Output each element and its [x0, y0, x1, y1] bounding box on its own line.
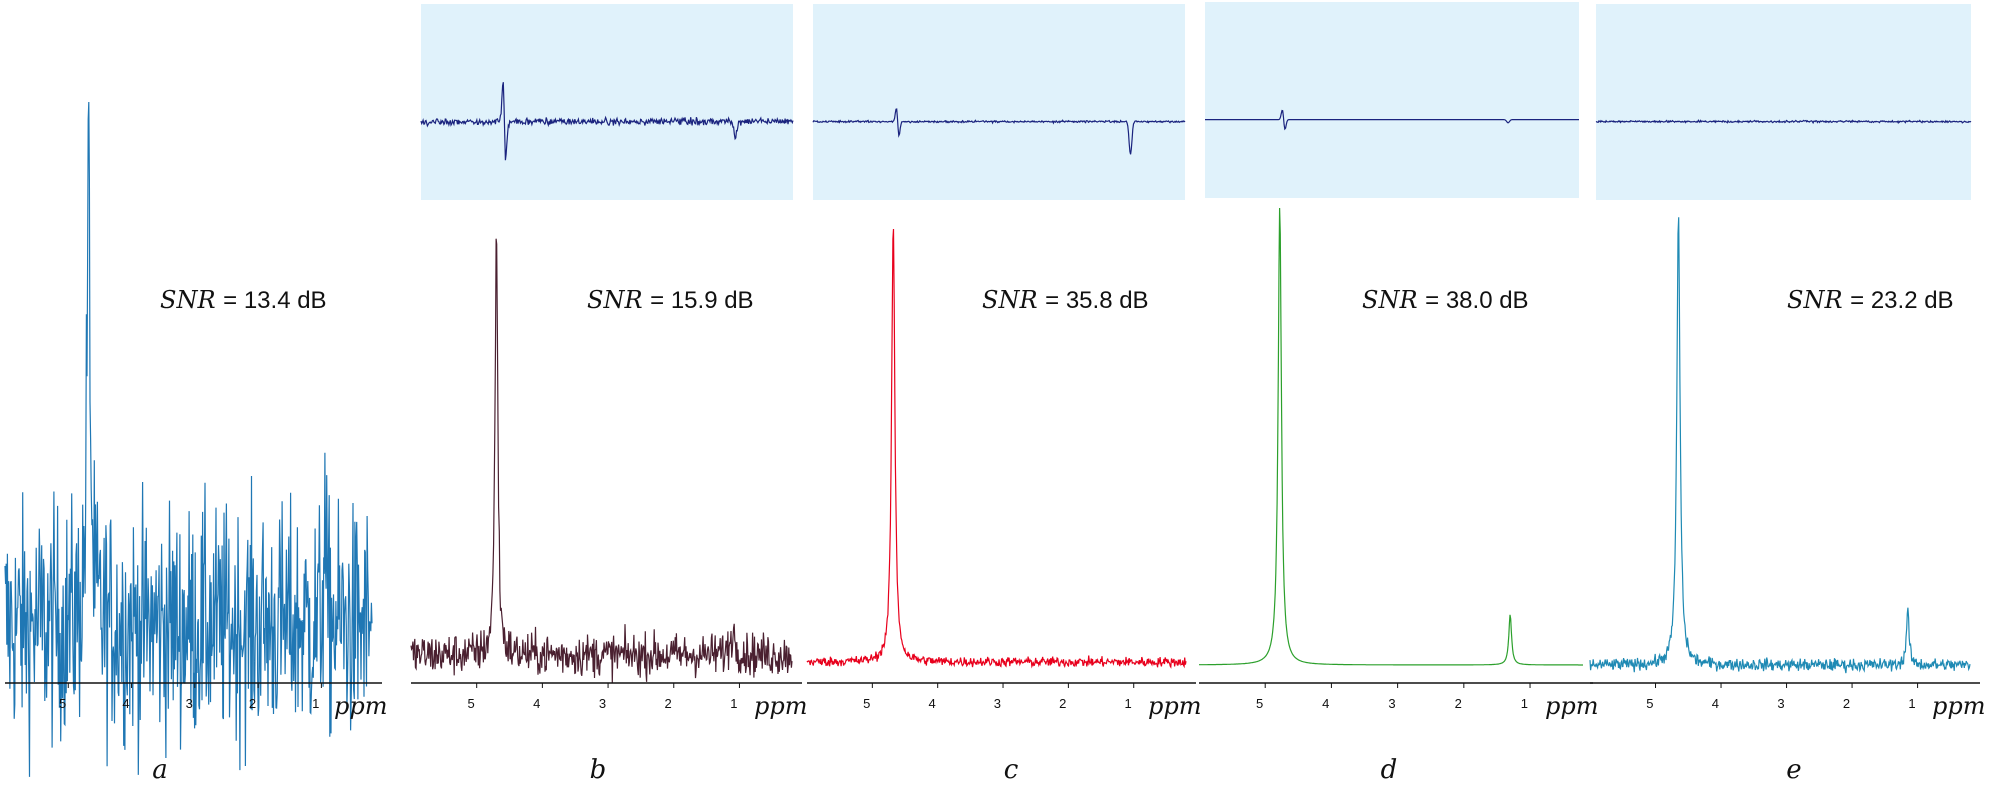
x-axis-unit: ppm: [754, 692, 807, 720]
x-tick-label: 1: [1521, 696, 1528, 711]
residual-line: [1595, 119, 1972, 125]
x-tick-label: 4: [928, 696, 935, 711]
spectrum-series-e: [1589, 217, 1971, 674]
snr-annotation-d: SNR = 38.0 dB: [1362, 286, 1529, 314]
x-tick-label: 3: [1388, 696, 1395, 711]
panel-b: 5 4 3 2 1 ppm SNR = 15.9 dB b: [410, 4, 807, 785]
x-tick-label: 3: [994, 696, 1001, 711]
panel-label-e: e: [1786, 755, 1801, 785]
snr-label: SNR: [982, 286, 1045, 314]
spectrum-series-a: [4, 101, 373, 777]
x-tick-label: 5: [59, 696, 66, 711]
x-axis-unit: ppm: [334, 692, 387, 720]
x-tick-label: 2: [1843, 696, 1850, 711]
x-tick-label: 4: [1712, 696, 1719, 711]
x-tick-label: 4: [533, 696, 540, 711]
snr-annotation-b: SNR = 15.9 dB: [587, 286, 754, 314]
x-tick-label: 2: [665, 696, 672, 711]
residual-line: [1205, 109, 1579, 131]
snr-annotation-e: SNR = 23.2 dB: [1787, 286, 1954, 314]
x-axis-unit: ppm: [1932, 692, 1985, 720]
x-tick-label: 2: [1059, 696, 1066, 711]
panel-label-c: c: [1004, 755, 1019, 785]
snr-value: = 23.2 dB: [1850, 287, 1953, 314]
snr-value: = 38.0 dB: [1425, 287, 1528, 314]
x-axis-unit: ppm: [1148, 692, 1201, 720]
x-tick-label: 5: [467, 696, 474, 711]
x-tick-label: 3: [1777, 696, 1784, 711]
panel-e: 5 4 3 2 1 ppm SNR = 23.2 dB e: [1589, 4, 1985, 785]
x-axis-unit: ppm: [1545, 692, 1598, 720]
spectrum-series-b: [410, 238, 793, 683]
snr-label: SNR: [587, 286, 650, 314]
snr-label: SNR: [160, 286, 223, 314]
inset-background: [1596, 4, 1971, 200]
x-tick-label: 5: [863, 696, 870, 711]
x-tick-label: 3: [186, 696, 193, 711]
x-axis-c: 5 4 3 2 1 ppm: [807, 682, 1201, 720]
x-axis-e: 5 4 3 2 1 ppm: [1590, 682, 1985, 720]
panel-c: 5 4 3 2 1 ppm SNR = 35.8 dB c: [806, 4, 1201, 785]
x-tick-label: 1: [312, 696, 319, 711]
panel-a: 5 4 3 2 1 ppm SNR = 13.4 dB a: [4, 101, 387, 785]
spectrum-series-d: [1199, 207, 1583, 666]
inset-background: [1205, 2, 1579, 198]
residual-inset-c: [812, 4, 1186, 200]
inset-background: [421, 4, 793, 200]
inset-background: [813, 4, 1185, 200]
x-tick-label: 2: [249, 696, 256, 711]
panel-label-d: d: [1381, 755, 1398, 785]
x-axis-a: 5 4 3 2 1 ppm: [5, 682, 387, 720]
x-tick-label: 5: [1256, 696, 1263, 711]
x-tick-label: 2: [1455, 696, 1462, 711]
x-tick-label: 4: [1322, 696, 1329, 711]
snr-annotation-c: SNR = 35.8 dB: [982, 286, 1149, 314]
panel-label-a: a: [152, 755, 168, 785]
snr-value: = 35.8 dB: [1045, 287, 1148, 314]
x-tick-label: 3: [599, 696, 606, 711]
x-tick-label: 5: [1646, 696, 1653, 711]
x-axis-b: 5 4 3 2 1 ppm: [411, 682, 807, 720]
x-tick-label: 1: [1908, 696, 1915, 711]
panel-d: 5 4 3 2 1 ppm SNR = 38.0 dB d: [1199, 2, 1598, 785]
residual-inset-b: [420, 4, 794, 200]
snr-annotation-a: SNR = 13.4 dB: [160, 286, 327, 314]
x-axis-d: 5 4 3 2 1 ppm: [1199, 682, 1598, 720]
x-tick-label: 1: [1124, 696, 1131, 711]
spectrum-series-c: [806, 228, 1187, 669]
snr-value: = 15.9 dB: [650, 287, 753, 314]
panel-label-b: b: [590, 755, 607, 785]
snr-label: SNR: [1362, 286, 1425, 314]
residual-line: [812, 108, 1186, 155]
x-tick-label: 4: [122, 696, 129, 711]
residual-inset-e: [1595, 4, 1972, 200]
snr-label: SNR: [1787, 286, 1850, 314]
residual-line: [420, 82, 794, 161]
x-tick-label: 1: [730, 696, 737, 711]
residual-inset-d: [1205, 2, 1579, 198]
snr-value: = 13.4 dB: [223, 287, 326, 314]
